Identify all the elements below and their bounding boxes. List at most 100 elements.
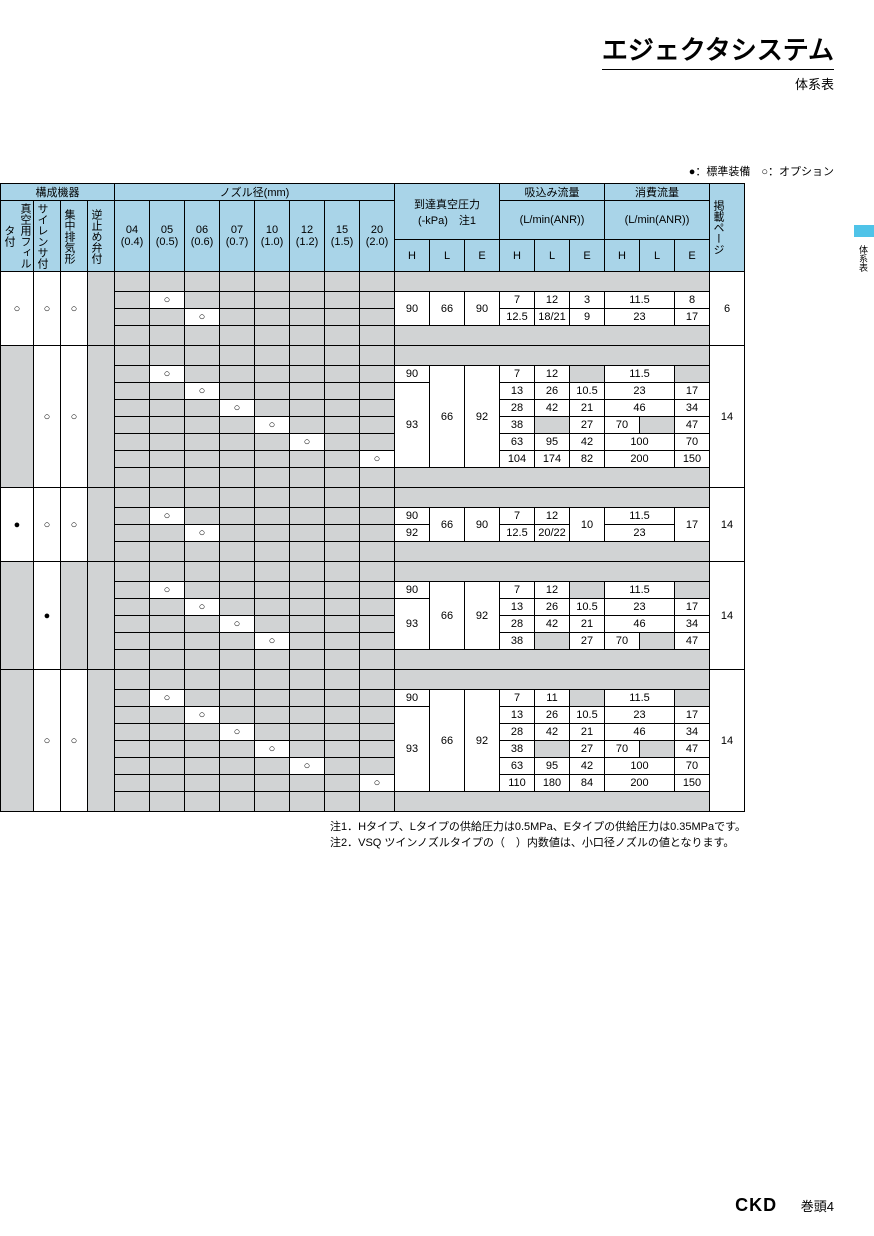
nozzle-cell: [255, 616, 290, 633]
nozzle-cell: [220, 690, 255, 707]
nozzle-cell: [150, 309, 185, 326]
nozzle-cell: ○: [290, 758, 325, 775]
cE: [675, 690, 710, 707]
nozzle-cell: [185, 650, 220, 670]
hdr-hle-1-0: H: [500, 240, 535, 272]
nozzle-cell: [150, 272, 185, 292]
sE: 10.5: [570, 599, 605, 616]
nozzle-cell: [220, 525, 255, 542]
cH: 11.5: [605, 508, 675, 525]
nozzle-cell: [115, 525, 150, 542]
nozzle-cell: [325, 670, 360, 690]
hdr-consume-sub: (L/min(ANR)): [605, 201, 710, 240]
vL: 66: [430, 366, 465, 468]
nozzle-cell: [115, 292, 150, 309]
legend-text: ●：標準装備 ○：オプション: [0, 163, 874, 179]
nozzle-cell: [185, 292, 220, 309]
blank-cell: [395, 792, 710, 812]
hdr-page: 掲載ページ: [710, 184, 745, 272]
nozzle-cell: ○: [150, 690, 185, 707]
nozzle-cell: ○: [150, 582, 185, 599]
nozzle-cell: [115, 775, 150, 792]
vE: 92: [465, 582, 500, 650]
hdr-hle-0-2: E: [465, 240, 500, 272]
sE: 10: [570, 508, 605, 542]
blank-cell: [395, 670, 710, 690]
nozzle-cell: ○: [220, 724, 255, 741]
cH: 23: [605, 707, 675, 724]
cH: 200: [605, 451, 675, 468]
sE: 27: [570, 741, 605, 758]
sL: 95: [535, 758, 570, 775]
nozzle-cell: [150, 346, 185, 366]
sH: 7: [500, 690, 535, 707]
nozzle-cell: [150, 383, 185, 400]
nozzle-cell: ○: [290, 434, 325, 451]
sL: 174: [535, 451, 570, 468]
nozzle-cell: [255, 292, 290, 309]
nozzle-cell: [220, 633, 255, 650]
equip-cell: ○: [34, 488, 61, 562]
nozzle-cell: [115, 272, 150, 292]
nozzle-cell: ○: [150, 508, 185, 525]
nozzle-cell: [115, 542, 150, 562]
nozzle-cell: [150, 758, 185, 775]
cE: 150: [675, 775, 710, 792]
nozzle-cell: [290, 346, 325, 366]
sL: 42: [535, 724, 570, 741]
hdr-equip-1: サイレンサ付: [34, 201, 61, 272]
nozzle-cell: [185, 434, 220, 451]
nozzle-cell: [290, 724, 325, 741]
nozzle-cell: [325, 309, 360, 326]
vE: 90: [465, 508, 500, 542]
nozzle-cell: [185, 366, 220, 383]
sE: 10.5: [570, 383, 605, 400]
equip-cell: ○: [61, 488, 88, 562]
side-tab: [854, 225, 874, 237]
nozzle-cell: [115, 670, 150, 690]
cH: 11.5: [605, 690, 675, 707]
nozzle-cell: ○: [220, 616, 255, 633]
sH: 7: [500, 582, 535, 599]
blank-cell: [395, 468, 710, 488]
cH: 46: [605, 616, 675, 633]
nozzle-cell: [220, 488, 255, 508]
vL: 66: [430, 690, 465, 792]
vH: 93: [395, 599, 430, 650]
nozzle-cell: [150, 326, 185, 346]
hdr-hle-2-1: L: [640, 240, 675, 272]
note-line: 注2．VSQ ツインノズルタイプの（ ）内数値は、小口径ノズルの値となります。: [330, 834, 874, 850]
spec-table: 構成機器ノズル径(mm)到達真空圧力(-kPa) 注1吸込み流量消費流量掲載ペー…: [0, 183, 745, 812]
nozzle-cell: [360, 417, 395, 434]
hdr-equip-0: 真空用フィルタ付: [1, 201, 34, 272]
nozzle-cell: ○: [150, 292, 185, 309]
cE: 34: [675, 724, 710, 741]
equip-cell: [1, 346, 34, 488]
sE: 9: [570, 309, 605, 326]
cE: 17: [675, 508, 710, 542]
nozzle-cell: [255, 525, 290, 542]
sH: 13: [500, 599, 535, 616]
nozzle-cell: [325, 326, 360, 346]
nozzle-cell: [220, 582, 255, 599]
equip-cell: ○: [34, 670, 61, 812]
sL: [535, 741, 570, 758]
table-body: ○○○6○906690712311.58○12.518/2192317○○14○…: [1, 272, 745, 812]
cE: 47: [675, 417, 710, 434]
cE: [675, 366, 710, 383]
sL: 11: [535, 690, 570, 707]
nozzle-cell: [325, 366, 360, 383]
cE: 47: [675, 741, 710, 758]
nozzle-cell: [115, 633, 150, 650]
sH: 110: [500, 775, 535, 792]
equip-cell: [88, 272, 115, 346]
nozzle-cell: [115, 758, 150, 775]
nozzle-cell: [290, 525, 325, 542]
nozzle-cell: [360, 400, 395, 417]
nozzle-cell: [255, 309, 290, 326]
nozzle-cell: [360, 758, 395, 775]
nozzle-cell: [255, 468, 290, 488]
nozzle-cell: [150, 451, 185, 468]
nozzle-cell: [220, 650, 255, 670]
nozzle-cell: [360, 525, 395, 542]
